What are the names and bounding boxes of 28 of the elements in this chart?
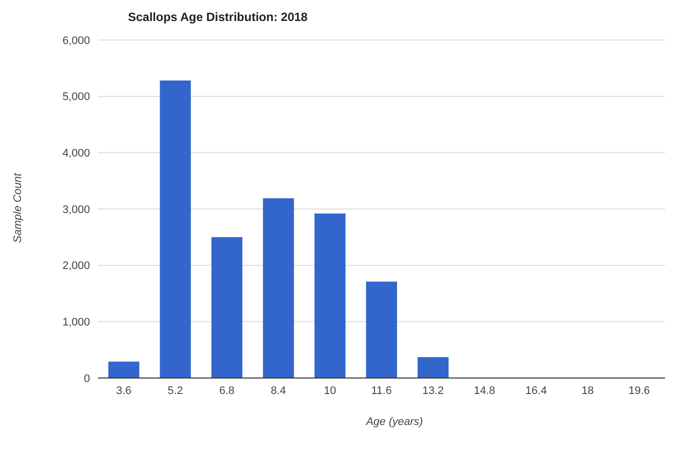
chart-title: Scallops Age Distribution: 2018	[128, 10, 308, 24]
x-tick-label: 11.6	[371, 384, 392, 397]
y-tick-label: 0	[84, 372, 90, 385]
y-tick-label: 5,000	[62, 91, 90, 104]
bar	[314, 214, 346, 378]
y-tick-label: 1,000	[62, 316, 90, 329]
bar	[366, 282, 398, 378]
x-tick-label: 14.8	[474, 384, 496, 397]
y-tick-label: 3,000	[62, 204, 90, 216]
bar	[108, 362, 140, 378]
y-axis-title: Sample Count	[12, 173, 24, 243]
x-tick-label: 5.2	[168, 384, 183, 397]
bar	[160, 80, 191, 378]
x-tick-label: 6.8	[219, 384, 235, 397]
bar	[262, 198, 294, 378]
bar	[418, 357, 449, 378]
bar	[211, 237, 242, 378]
x-tick-label: 10	[324, 384, 336, 397]
y-tick-label: 6,000	[62, 34, 90, 47]
x-tick-label: 19.6	[628, 384, 650, 397]
y-tick-label: 4,000	[62, 148, 90, 160]
x-tick-label: 3.6	[116, 384, 132, 397]
x-tick-label: 8.4	[270, 384, 286, 397]
y-tick-label: 2,000	[62, 260, 90, 272]
x-tick-label: 18	[582, 384, 594, 397]
x-axis-title: Age (years)	[364, 416, 424, 428]
x-tick-label: 13.2	[422, 384, 444, 397]
x-tick-label: 16.4	[525, 384, 547, 397]
